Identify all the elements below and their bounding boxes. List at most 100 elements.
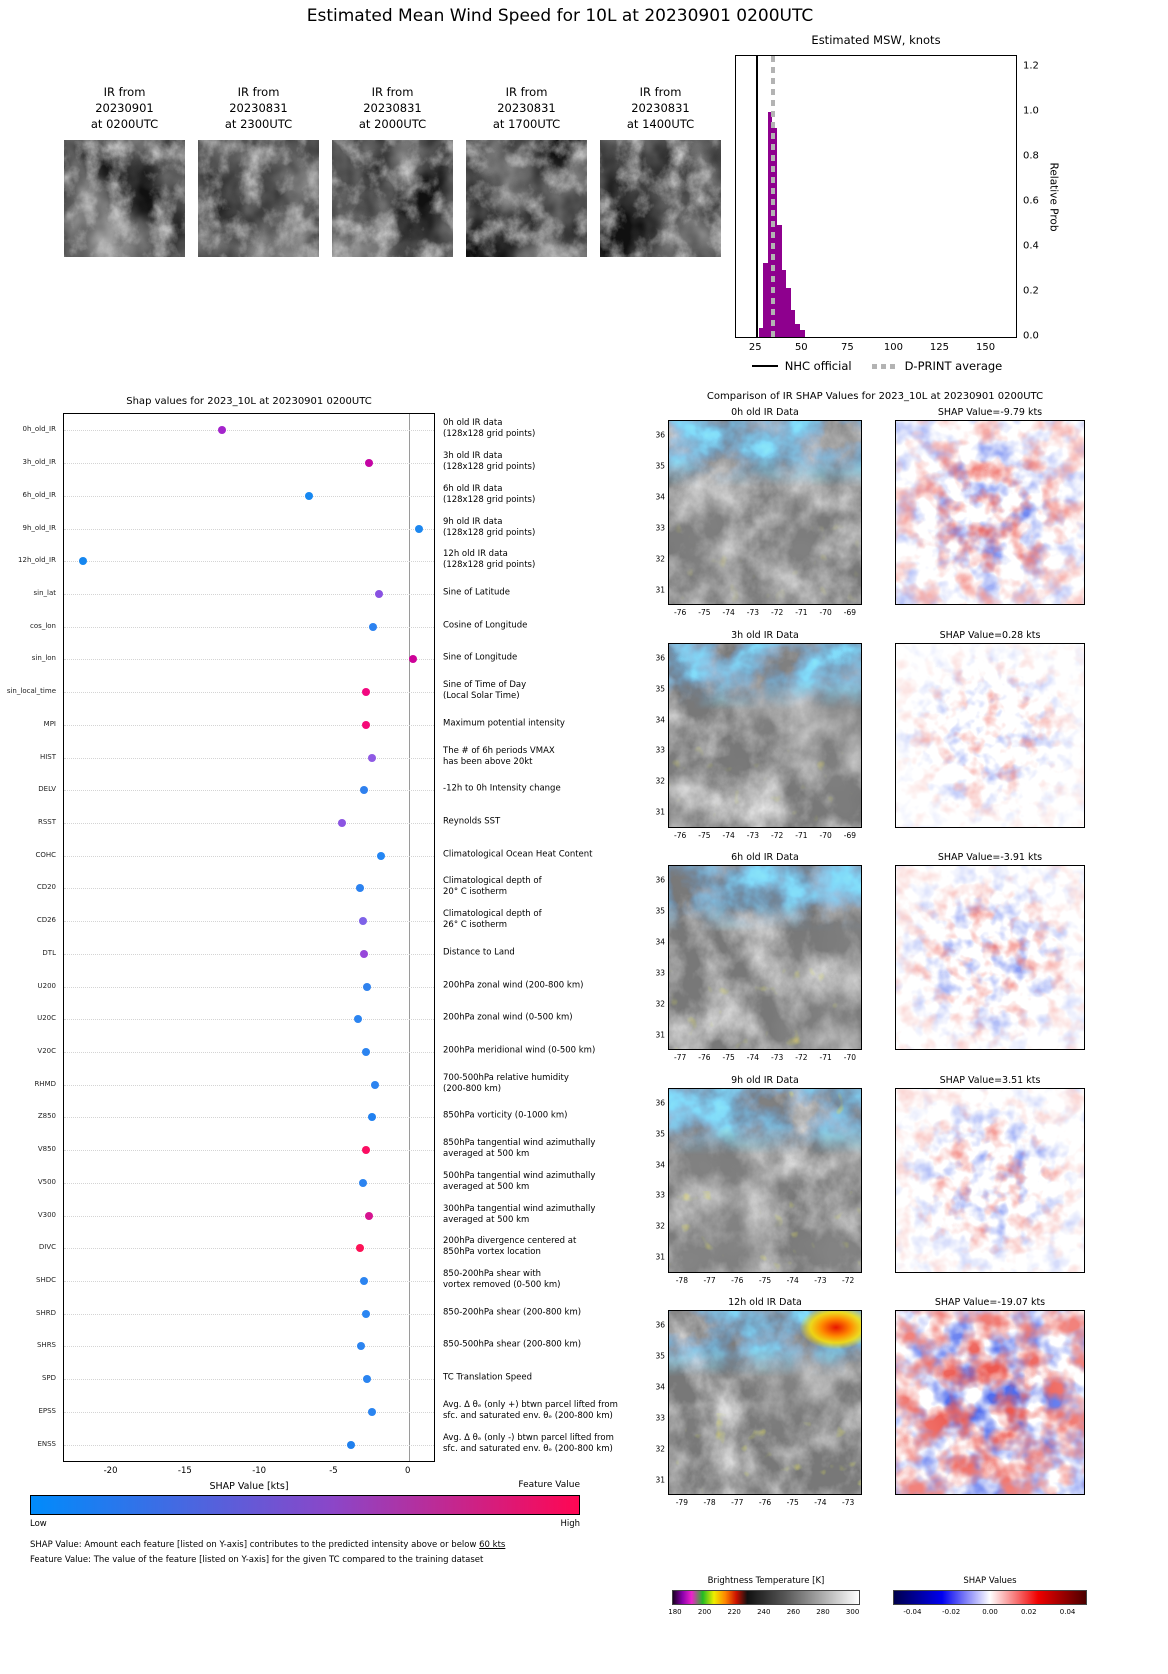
feature-ylabel: 9h_old_IR — [22, 523, 57, 532]
comparison-row: 6h old IR Data SHAP Value=-3.91 kts 36 35 3… — [640, 852, 1168, 1074]
feature-description: Avg. Δ θₑ (only -) btwn parcel lifted fr… — [443, 1433, 614, 1455]
feature-ylabel: SHDC — [36, 1276, 56, 1285]
ir-thumbnail-label-line: 20230831 — [229, 101, 288, 115]
map-xtick-label: -77 — [731, 1498, 744, 1507]
feature-description: Sine of Latitude — [443, 587, 510, 598]
map-xtick-label: -75 — [698, 608, 711, 617]
shap-dot-sin_local_time — [361, 688, 370, 697]
feature-description-line: 300hPa tangential wind azimuthally — [443, 1203, 596, 1214]
shap-dot-U20C — [354, 1015, 363, 1024]
ir-thumbnail-label-line: IR from — [505, 85, 548, 99]
map-ytick-label: 32 — [655, 776, 665, 786]
ir-thumbnail: IR from 20230831 at 2300UTC — [198, 84, 319, 257]
map-ytick-label: 31 — [655, 1252, 665, 1262]
map-xtick-label: -75 — [786, 1498, 799, 1507]
shap-dot-Z850 — [367, 1113, 376, 1122]
feature-description-line: (128x128 grid points) — [443, 462, 536, 473]
row-gridline — [64, 528, 434, 530]
map-xtick-label: -77 — [674, 1053, 687, 1062]
feature-description: 3h old IR data (128x128 grid points) — [443, 451, 535, 473]
bt-tick-label: 180 — [668, 1608, 682, 1616]
row-gridline — [64, 1084, 434, 1086]
shap-dot-EPSS — [367, 1407, 376, 1416]
shap-dot-COHC — [376, 851, 385, 860]
histogram-bar — [767, 112, 773, 337]
feature-description: Cosine of Longitude — [443, 620, 527, 631]
map-xtick-label: -73 — [814, 1275, 827, 1285]
ir-map-title: 12h old IR Data — [728, 1297, 802, 1308]
feature-ylabel: CD26 — [36, 916, 56, 925]
shap-dot-RSST — [337, 818, 346, 827]
map-ytick-label: 31 — [655, 585, 665, 595]
feature-ylabel: sin_local_time — [6, 687, 56, 696]
histogram-xtick-label: 75 — [840, 342, 854, 353]
shap-xtick-label: -5 — [329, 1466, 338, 1476]
shap-dot-V500 — [358, 1178, 367, 1187]
feature-description-line: The # of 6h periods VMAX — [443, 745, 555, 756]
histogram-ytick-label: 0.2 — [1023, 285, 1039, 297]
shap-dot-HIST — [367, 753, 376, 762]
comparison-rows: 0h old IR Data SHAP Value=-9.79 kts 36 35 3… — [640, 407, 1168, 1527]
msw-histogram-plot — [735, 55, 1017, 338]
row-gridline — [64, 1019, 434, 1021]
map-ytick-label: 32 — [655, 554, 665, 564]
ir-thumbnail-label-line: IR from — [371, 85, 414, 99]
bt-tick-label: 300 — [845, 1608, 860, 1616]
shap-xaxis-label: SHAP Value [kts] — [209, 1481, 289, 1492]
row-gridline — [64, 822, 434, 824]
brightness-temp-colorbar-title: Brightness Temperature [K] — [707, 1576, 825, 1586]
row-gridline — [64, 1313, 434, 1315]
map-xtick-label: -76 — [698, 1053, 711, 1062]
map-ytick-label: 33 — [655, 1190, 665, 1200]
feature-description-line: 200hPa zonal wind (0-500 km) — [443, 1012, 573, 1023]
feature-ylabel: HIST — [39, 752, 56, 761]
ir-map-title: 9h old IR Data — [731, 1074, 799, 1086]
shap-values-tick-label: -0.02 — [942, 1608, 961, 1616]
feature-description: Maximum potential intensity — [443, 718, 565, 729]
ir-thumbnail-strip: IR from 20230901 at 0200UTC IR from 2023083… — [64, 84, 721, 257]
row-gridline — [64, 986, 434, 988]
feature-ylabel: V20C — [37, 1047, 56, 1056]
feature-ylabel: 0h_old_IR — [22, 425, 57, 434]
feature-value-colorbar-title: Feature Value — [518, 1480, 580, 1490]
feature-description-line: 850-500hPa shear (200-800 km) — [443, 1339, 582, 1350]
row-gridline — [64, 430, 434, 432]
feature-description: Avg. Δ θₑ (only +) btwn parcel lifted fr… — [443, 1400, 618, 1422]
feature-description: Distance to Land — [443, 947, 515, 958]
feature-description-line: averaged at 500 km — [443, 1149, 530, 1160]
map-ytick-label: 35 — [655, 1129, 665, 1139]
map-xtick-label: -75 — [758, 1275, 772, 1285]
map-xtick-label: -73 — [746, 608, 759, 617]
map-xtick-label: -76 — [758, 1498, 772, 1507]
histogram-ytick-label: 0.8 — [1023, 150, 1039, 162]
feature-ylabel: SHRS — [36, 1341, 56, 1350]
row-gridline — [64, 921, 434, 923]
feature-description-line: Cosine of Longitude — [443, 620, 528, 631]
map-ytick-label: 33 — [655, 745, 665, 755]
feature-description: Climatological depth of 26° C isotherm — [443, 909, 542, 931]
map-ytick-label: 36 — [655, 1098, 665, 1108]
ir-thumbnail: IR from 20230901 at 0200UTC — [64, 84, 185, 257]
feature-description-line: Climatological depth of — [443, 876, 542, 887]
row-gridline — [64, 593, 434, 595]
ir-satellite-image — [64, 140, 185, 257]
map-xtick-label: -78 — [703, 1498, 716, 1507]
feature-ylabel: sin_lon — [31, 654, 56, 663]
map-xtick-label: -72 — [795, 1053, 808, 1062]
feature-ylabel: V850 — [37, 1145, 56, 1154]
feature-description-line: TC Translation Speed — [443, 1372, 532, 1383]
ir-thumbnail-label-line: at 1700UTC — [492, 117, 561, 131]
map-xtick-label: -73 — [746, 830, 759, 840]
row-gridline — [64, 659, 434, 661]
map-ytick-label: 34 — [655, 715, 665, 725]
shap-dot-V300 — [364, 1211, 373, 1220]
ir-thumbnail: IR from 20230831 at 2000UTC — [332, 84, 453, 257]
ir-data-map — [668, 865, 862, 1050]
shap-dot-RHMD — [370, 1080, 379, 1089]
histogram-bar — [763, 262, 768, 337]
feature-description-line: Distance to Land — [443, 947, 515, 958]
shap-values-colorbar — [893, 1590, 1087, 1605]
shap-xtick-label: -10 — [252, 1466, 267, 1476]
map-ytick-label: 33 — [655, 523, 665, 533]
row-gridline — [64, 1281, 434, 1283]
